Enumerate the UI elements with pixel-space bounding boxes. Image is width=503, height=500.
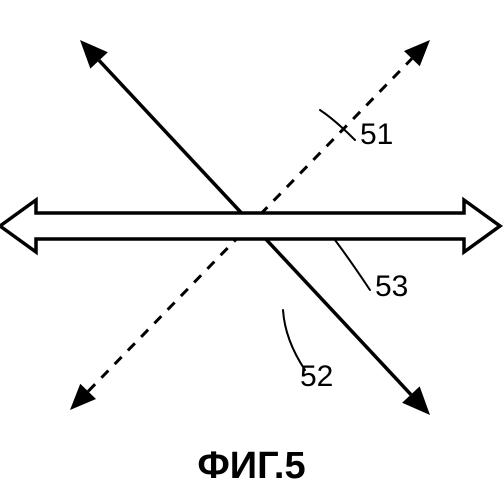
figure-caption: ФИГ.5 [0,445,503,488]
label-52: 52 [300,360,333,394]
diagram-stage: 51 52 53 ФИГ.5 [0,0,503,500]
diagram-svg [0,0,503,500]
label-53: 53 [375,270,408,304]
label-51: 51 [360,118,393,152]
